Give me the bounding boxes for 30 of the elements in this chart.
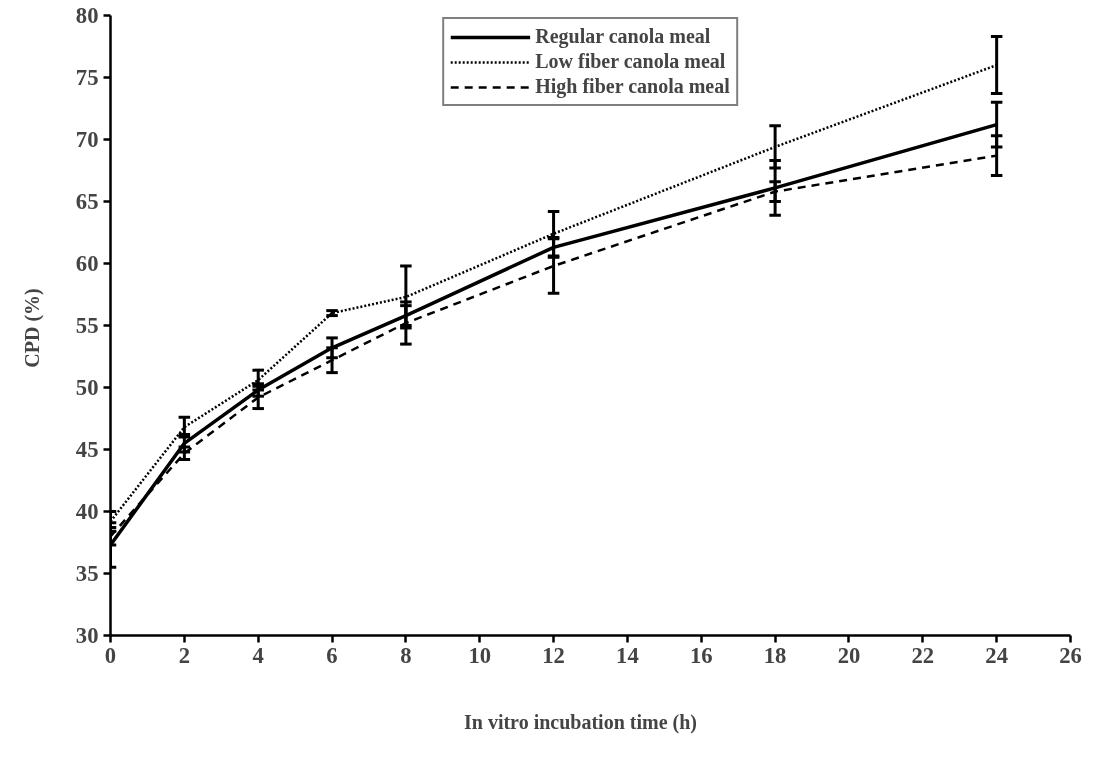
x-tick-label: 8 <box>400 642 412 668</box>
x-tick-label: 20 <box>837 642 861 668</box>
y-tick-label: 30 <box>75 623 99 648</box>
x-tick-label: 16 <box>689 642 713 668</box>
x-tick-label: 26 <box>1059 642 1082 668</box>
y-tick-label: 70 <box>75 127 99 152</box>
x-tick-label: 12 <box>542 642 565 668</box>
y-tick-label: 60 <box>75 251 99 276</box>
x-tick-label: 10 <box>468 642 492 668</box>
y-tick-label: 65 <box>75 189 99 214</box>
legend-label: Regular canola meal <box>535 25 711 48</box>
x-tick-label: 0 <box>104 642 117 668</box>
legend-label: High fiber canola meal <box>535 75 730 98</box>
x-tick-label: 4 <box>252 642 264 668</box>
y-tick-label: 55 <box>75 313 99 338</box>
y-tick-label: 45 <box>75 437 99 462</box>
x-tick-label: 22 <box>911 642 935 668</box>
y-tick-label: 40 <box>75 499 99 524</box>
x-tick-label: 6 <box>326 642 338 668</box>
y-tick-label: 80 <box>75 3 99 28</box>
x-tick-label: 24 <box>985 642 1008 668</box>
y-tick-label: 35 <box>75 561 99 586</box>
x-axis-title: In vitro incubation time (h) <box>464 710 697 734</box>
legend-label: Low fiber canola meal <box>535 50 726 73</box>
y-axis-title: CPD (%) <box>20 288 44 368</box>
x-tick-label: 18 <box>763 642 787 668</box>
x-tick-label: 2 <box>178 642 191 668</box>
y-tick-label: 50 <box>75 375 99 400</box>
y-tick-label: 75 <box>75 65 99 90</box>
x-tick-label: 14 <box>616 642 639 668</box>
